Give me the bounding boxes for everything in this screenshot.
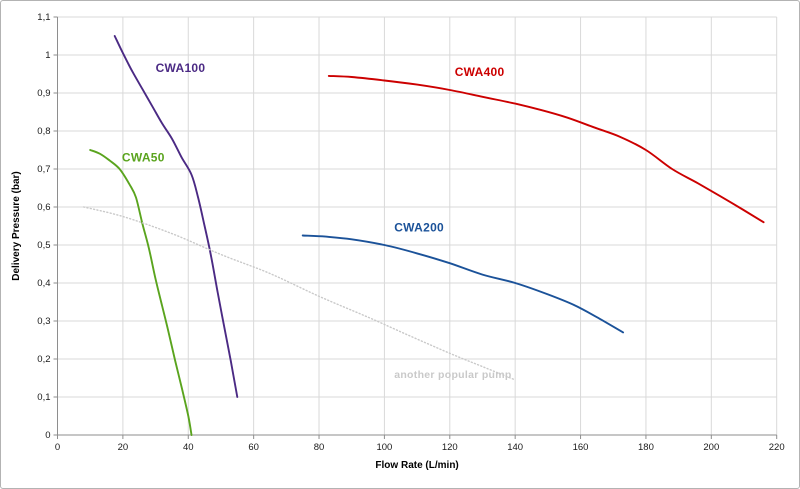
- y-tick-label: 0,4: [37, 278, 50, 289]
- series-curve-another-popular-pump: [83, 206, 516, 381]
- x-tick-label: 60: [248, 442, 259, 453]
- y-tick-label: 0,8: [37, 126, 50, 137]
- y-tick-label: 0,7: [37, 164, 50, 175]
- y-tick-label: 0,3: [37, 316, 50, 327]
- x-tick-label: 220: [769, 442, 785, 453]
- x-tick-label: 180: [638, 442, 654, 453]
- y-tick-label: 0,9: [37, 88, 50, 99]
- x-tick-label: 0: [55, 442, 60, 453]
- x-tick-label: 160: [573, 442, 589, 453]
- x-axis-title: Flow Rate (L/min): [375, 460, 458, 471]
- y-axis-title: Delivery Pressure (bar): [11, 171, 22, 281]
- x-tick-label: 120: [442, 442, 458, 453]
- x-tick-label: 20: [118, 442, 129, 453]
- y-tick-label: 0: [45, 430, 50, 441]
- series-curve-cwa400: [327, 74, 765, 224]
- series-label-cwa200: CWA200: [394, 221, 444, 235]
- y-tick-label: 0,6: [37, 202, 50, 213]
- series-label-cwa400: CWA400: [455, 65, 505, 79]
- x-tick-label: 140: [507, 442, 523, 453]
- series-curve-cwa200: [301, 234, 625, 334]
- series-label-cwa100: CWA100: [156, 61, 206, 75]
- y-tick-label: 1,1: [37, 12, 50, 23]
- y-tick-label: 0,2: [37, 354, 50, 365]
- x-tick-label: 40: [183, 442, 194, 453]
- series-label-cwa50: CWA50: [122, 150, 165, 164]
- series-curve-cwa50: [89, 149, 193, 436]
- y-tick-label: 0,5: [37, 240, 50, 251]
- y-tick-label: 1: [45, 50, 50, 61]
- x-tick-label: 80: [314, 442, 325, 453]
- series-curve-cwa100: [113, 35, 239, 398]
- x-tick-label: 100: [376, 442, 392, 453]
- x-tick-label: 200: [703, 442, 719, 453]
- y-tick-label: 0,1: [37, 392, 50, 403]
- series-label-another-popular-pump: another popular pump: [394, 369, 511, 381]
